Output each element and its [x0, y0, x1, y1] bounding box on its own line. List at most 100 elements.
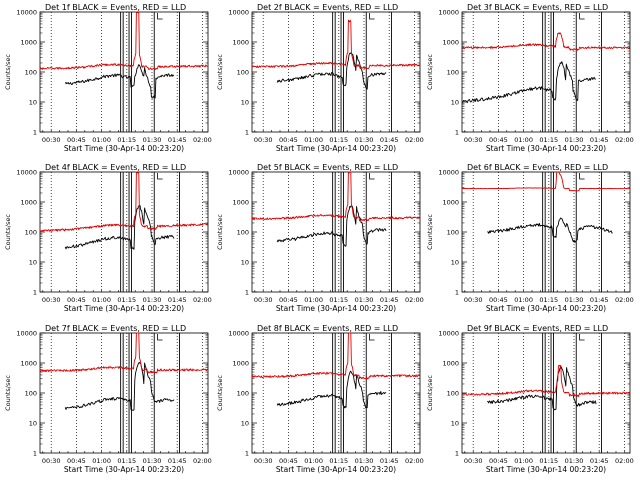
y-tick-label: 1: [455, 289, 459, 297]
y-tick-label: 1000: [20, 199, 37, 207]
x-tick-label: 00:45: [279, 296, 298, 304]
y-tick-label: 10: [29, 99, 37, 107]
panel-5: Det 5f BLACK = Events, RED = LLD 00:30 00:…: [216, 163, 424, 313]
x-tick-label: 01:30: [143, 136, 162, 144]
lld-series-line: [461, 32, 631, 51]
lld-series-line: [461, 364, 631, 397]
panel-1: Det 1f BLACK = Events, RED = LLD 00:30 00:…: [4, 3, 212, 153]
x-axis-label: Start Time (30-Apr-14 00:23:20): [486, 465, 606, 474]
x-tick-label: 02:00: [193, 136, 212, 144]
y-axis-label: Counts/sec: [4, 54, 12, 90]
bracket-marker: [157, 173, 163, 180]
y-tick-label: 10000: [228, 169, 249, 177]
panel-title: Det 2f BLACK = Events, RED = LLD: [257, 3, 398, 12]
panel-2: Det 2f BLACK = Events, RED = LLD 00:30 00:…: [216, 3, 424, 153]
x-tick-label: 01:30: [355, 136, 374, 144]
panel-title: Det 5f BLACK = Events, RED = LLD: [257, 163, 398, 172]
x-tick-label: 02:00: [615, 136, 634, 144]
panel-4: Det 4f BLACK = Events, RED = LLD 00:30 00:…: [4, 163, 212, 313]
x-tick-label: 01:45: [590, 136, 609, 144]
y-axis-label: Counts/sec: [426, 54, 434, 90]
lld-series-line: [251, 19, 420, 70]
y-tick-label: 1: [33, 450, 37, 458]
x-tick-label: 02:00: [193, 457, 212, 465]
x-tick-label: 01:45: [380, 136, 399, 144]
y-tick-label: 1000: [232, 360, 249, 368]
x-tick-label: 02:00: [615, 296, 634, 304]
y-axis-label: Counts/sec: [4, 214, 12, 250]
axes-frame: [39, 171, 209, 293]
lld-series-line: [39, 11, 208, 71]
x-tick-label: 01:00: [92, 296, 111, 304]
x-tick-label: 00:45: [67, 136, 86, 144]
y-tick-label: 1000: [442, 360, 459, 368]
x-tick-label: 01:00: [92, 136, 111, 144]
axes-frame: [39, 11, 209, 133]
y-axis-label: Counts/sec: [426, 214, 434, 250]
x-axis-label: Start Time (30-Apr-14 00:23:20): [64, 144, 184, 153]
y-tick-label: 100: [447, 69, 459, 77]
x-tick-label: 01:30: [565, 457, 584, 465]
y-tick-label: 100: [447, 229, 459, 237]
bracket-marker: [579, 334, 585, 341]
bracket-marker: [369, 334, 375, 341]
x-tick-label: 01:00: [514, 136, 533, 144]
y-tick-label: 10000: [228, 9, 249, 17]
y-tick-label: 1000: [20, 39, 37, 47]
y-tick-label: 100: [25, 390, 37, 398]
bracket-marker: [157, 334, 163, 341]
x-tick-label: 01:00: [304, 136, 323, 144]
x-tick-label: 00:45: [279, 136, 298, 144]
events-series-line: [276, 52, 387, 90]
y-tick-label: 100: [25, 69, 37, 77]
y-axis-label: Counts/sec: [4, 375, 12, 411]
x-tick-label: 01:00: [304, 296, 323, 304]
x-tick-label: 00:30: [254, 457, 273, 465]
x-axis-label: Start Time (30-Apr-14 00:23:20): [276, 465, 396, 474]
x-tick-label: 00:45: [67, 296, 86, 304]
y-tick-label: 1000: [442, 199, 459, 207]
events-series-line: [487, 217, 613, 243]
x-tick-label: 02:00: [193, 296, 212, 304]
y-tick-label: 1: [245, 129, 249, 137]
y-tick-label: 1: [33, 129, 37, 137]
x-tick-label: 00:45: [489, 136, 508, 144]
y-tick-label: 10000: [228, 330, 249, 338]
y-axis-label: Counts/sec: [216, 375, 224, 411]
y-tick-label: 1: [455, 450, 459, 458]
bracket-marker: [157, 13, 163, 20]
y-tick-label: 100: [237, 390, 249, 398]
x-tick-label: 01:15: [539, 296, 558, 304]
x-tick-label: 01:15: [329, 296, 348, 304]
x-tick-label: 01:45: [380, 296, 399, 304]
x-tick-label: 00:45: [489, 457, 508, 465]
x-axis-label: Start Time (30-Apr-14 00:23:20): [276, 304, 396, 313]
axes-frame: [251, 332, 421, 454]
y-tick-label: 10: [451, 259, 459, 267]
x-tick-label: 01:00: [514, 296, 533, 304]
y-tick-label: 1: [245, 450, 249, 458]
y-tick-label: 10000: [438, 330, 459, 338]
y-tick-label: 1: [455, 129, 459, 137]
bracket-marker: [579, 13, 585, 20]
panel-title: Det 6f BLACK = Events, RED = LLD: [467, 163, 608, 172]
y-tick-label: 100: [447, 390, 459, 398]
events-series-line: [64, 361, 175, 411]
y-tick-label: 10: [29, 259, 37, 267]
x-tick-label: 01:15: [539, 136, 558, 144]
x-tick-label: 01:30: [355, 296, 374, 304]
x-axis-label: Start Time (30-Apr-14 00:23:20): [276, 144, 396, 153]
x-tick-label: 01:15: [329, 136, 348, 144]
x-tick-label: 01:45: [168, 136, 187, 144]
x-tick-label: 01:30: [565, 296, 584, 304]
y-tick-label: 100: [25, 229, 37, 237]
panel-9: Det 9f BLACK = Events, RED = LLD 00:30 00:…: [426, 324, 634, 474]
x-tick-label: 02:00: [405, 296, 424, 304]
x-tick-label: 00:45: [489, 296, 508, 304]
x-axis-label: Start Time (30-Apr-14 00:23:20): [486, 144, 606, 153]
y-tick-label: 10000: [438, 169, 459, 177]
panel-title: Det 7f BLACK = Events, RED = LLD: [45, 324, 186, 333]
x-tick-label: 00:45: [279, 457, 298, 465]
events-series-line: [276, 370, 387, 409]
y-axis-label: Counts/sec: [426, 375, 434, 411]
